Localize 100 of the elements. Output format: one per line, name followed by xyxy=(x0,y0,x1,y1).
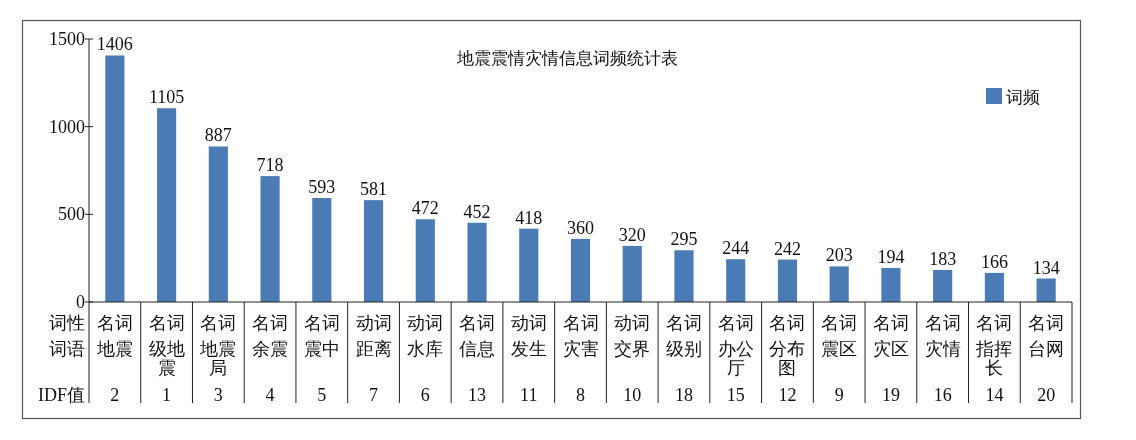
text: 16 xyxy=(933,385,952,405)
text: 14 xyxy=(985,385,1004,405)
bar xyxy=(519,228,539,302)
text: 动词 xyxy=(407,313,444,333)
x-tick-label: 级别 xyxy=(665,339,702,359)
text: 名词 xyxy=(459,313,496,333)
bar xyxy=(777,259,798,302)
text: 6 xyxy=(420,385,430,405)
x-tick-label: 距离 xyxy=(355,339,392,359)
text: 12 xyxy=(778,385,797,405)
data-label: 581 xyxy=(360,179,388,200)
text: 名词 xyxy=(665,313,702,333)
bar xyxy=(1036,278,1056,302)
bar xyxy=(674,250,694,302)
text: 名词 xyxy=(769,313,806,333)
bar xyxy=(570,238,591,302)
bar xyxy=(415,219,435,302)
x-tick-label: 水库 xyxy=(407,339,444,359)
text: 动词 xyxy=(510,313,547,333)
text: 11 xyxy=(520,385,538,405)
data-label: 418 xyxy=(515,207,543,228)
bar xyxy=(622,245,642,302)
text: 18 xyxy=(674,385,693,405)
text: 名词 xyxy=(717,313,754,333)
bar xyxy=(829,266,849,302)
y-tick-label: 500 xyxy=(58,204,85,225)
y-tick-label: 0 xyxy=(76,292,85,312)
data-label: 242 xyxy=(773,238,801,259)
x-tick-label: 信息 xyxy=(459,339,496,359)
text: 动词 xyxy=(355,313,392,333)
data-label: 203 xyxy=(825,245,853,266)
text: 名词 xyxy=(821,313,858,333)
x-axis-title: 词语 xyxy=(49,339,85,359)
x-tick-label: 级地震 xyxy=(148,339,185,378)
x-tick-label: 办公厅 xyxy=(717,339,754,378)
text: 19 xyxy=(881,385,900,405)
x-tick-label: 地震局 xyxy=(199,339,237,378)
data-label: 244 xyxy=(722,238,750,259)
text: 名词 xyxy=(96,313,133,333)
bar xyxy=(105,55,125,302)
text: 名词 xyxy=(252,313,289,333)
bar xyxy=(312,198,332,302)
legend-label: 词频 xyxy=(1006,88,1040,107)
text: 5 xyxy=(317,385,327,405)
text: 词性 xyxy=(49,313,85,333)
bar xyxy=(726,259,746,302)
x-tick-label: 交界 xyxy=(614,339,651,359)
text: 名词 xyxy=(148,313,185,333)
text: 8 xyxy=(576,385,585,405)
text: 3 xyxy=(213,385,223,405)
text: 名词 xyxy=(924,313,961,333)
text: 名词 xyxy=(976,313,1013,333)
data-label: 718 xyxy=(256,155,284,176)
bar xyxy=(881,267,901,302)
text: 名词 xyxy=(200,313,237,333)
data-label: 887 xyxy=(204,125,232,146)
data-label: 194 xyxy=(877,246,905,267)
text: 15 xyxy=(726,385,745,405)
text: 9 xyxy=(834,385,844,405)
text: 4 xyxy=(265,385,275,405)
bar xyxy=(208,146,228,302)
x-tick-label: 台网 xyxy=(1028,339,1065,359)
x-tick-label: 地震 xyxy=(95,339,133,359)
bar xyxy=(467,222,487,302)
data-label: 472 xyxy=(411,198,439,219)
bar xyxy=(984,272,1004,302)
data-label: 360 xyxy=(567,217,594,238)
text: 10 xyxy=(623,385,642,405)
text: 地震震情灾情信息词频统计表 xyxy=(455,49,678,68)
y-tick-label: 1500 xyxy=(49,29,85,49)
y-tick-label: 1000 xyxy=(49,116,85,137)
text: 名词 xyxy=(303,313,340,333)
data-label: 1105 xyxy=(148,87,185,108)
text: 20 xyxy=(1037,385,1056,405)
x-tick-label: 指挥长 xyxy=(975,339,1013,378)
x-tick-label: 分布图 xyxy=(769,339,806,378)
text: 7 xyxy=(369,385,379,405)
text: IDF值 xyxy=(37,385,85,405)
bar xyxy=(933,269,953,302)
bar xyxy=(260,176,280,302)
bar xyxy=(363,200,384,302)
text: 2 xyxy=(110,385,120,405)
x-tick-label: 灾区 xyxy=(872,339,909,359)
data-label: 134 xyxy=(1032,257,1060,278)
data-label: 320 xyxy=(618,224,646,245)
data-label: 183 xyxy=(929,248,957,269)
x-tick-label: 灾害 xyxy=(562,339,599,359)
data-label: 452 xyxy=(463,201,491,222)
data-label: 593 xyxy=(308,177,336,198)
text: 名词 xyxy=(1028,313,1065,333)
bar xyxy=(157,108,177,302)
x-tick-label: 发生 xyxy=(510,339,547,359)
text: 名词 xyxy=(872,313,909,333)
text: 动词 xyxy=(614,313,651,333)
x-tick-label: 余震 xyxy=(252,339,289,359)
x-tick-label: 震区 xyxy=(821,339,858,359)
data-label: 166 xyxy=(980,251,1008,272)
text: 13 xyxy=(468,385,487,405)
text: 名词 xyxy=(562,313,599,333)
x-tick-label: 灾情 xyxy=(924,339,961,359)
